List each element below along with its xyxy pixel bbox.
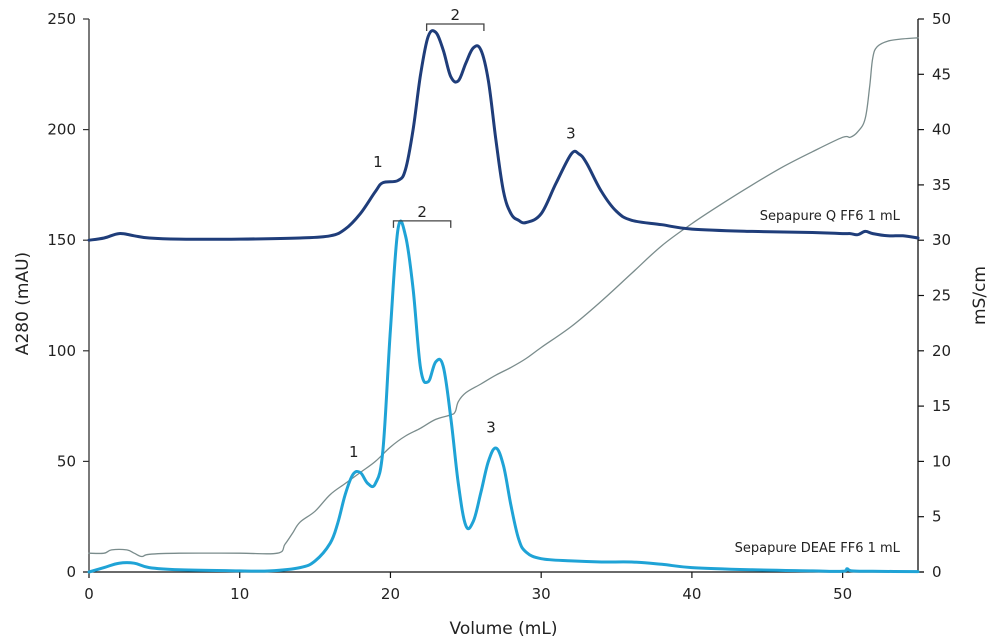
y2-tick-label: 35	[932, 176, 951, 194]
y2-tick-label: 20	[932, 342, 951, 360]
y-tick-label: 0	[66, 563, 76, 581]
series-label: Sepapure DEAE FF6 1 mL	[735, 541, 901, 556]
x-tick-label: 50	[833, 585, 852, 603]
peak-bracket	[425, 23, 485, 31]
y2-axis-title: mS/cm	[970, 266, 990, 325]
y2-tick-label: 15	[932, 397, 951, 415]
x-tick-label: 40	[682, 585, 701, 603]
series-label: Sepapure Q FF6 1 mL	[760, 209, 901, 224]
y2-tick-label: 45	[932, 65, 951, 83]
x-axis-title: Volume (mL)	[450, 619, 558, 638]
x-tick-label: 30	[532, 585, 551, 603]
y-tick-label: 50	[57, 452, 76, 470]
peak-bracket	[392, 220, 452, 228]
q-ff6-line	[87, 29, 920, 242]
y-tick-label: 200	[47, 121, 76, 139]
y2-tick-label: 50	[932, 10, 951, 28]
y2-tick-label: 10	[932, 452, 951, 470]
plot-area	[87, 29, 920, 574]
y2-tick-label: 0	[932, 563, 942, 581]
peak-label: 2	[417, 203, 427, 221]
y-axis-title: A280 (mAU)	[13, 252, 33, 355]
y-tick-label: 100	[47, 342, 76, 360]
y2-tick-label: 25	[932, 287, 951, 305]
x-tick-label: 10	[230, 585, 249, 603]
x-tick-label: 20	[381, 585, 400, 603]
y-tick-label: 150	[47, 231, 76, 249]
deae-ff6-line	[87, 219, 920, 574]
peak-label: 2	[450, 6, 460, 24]
y2-tick-label: 30	[932, 231, 951, 249]
peak-label: 3	[486, 419, 496, 437]
labels: Volume (mL) A280 (mAU) mS/cm 1 2 3 1 2 3 Sepapure…	[13, 6, 990, 638]
conductivity-line	[88, 37, 919, 558]
y2-tick-label: 40	[932, 121, 951, 139]
axes: 0 10 20 30 40 5005010015020025005101520253035…	[47, 10, 951, 603]
x-tick-label: 0	[84, 585, 94, 603]
peak-label: 3	[566, 124, 576, 142]
peak-label: 1	[349, 443, 359, 461]
y2-tick-label: 5	[932, 508, 942, 526]
y-tick-label: 250	[47, 10, 76, 28]
peak-label: 1	[373, 153, 383, 171]
